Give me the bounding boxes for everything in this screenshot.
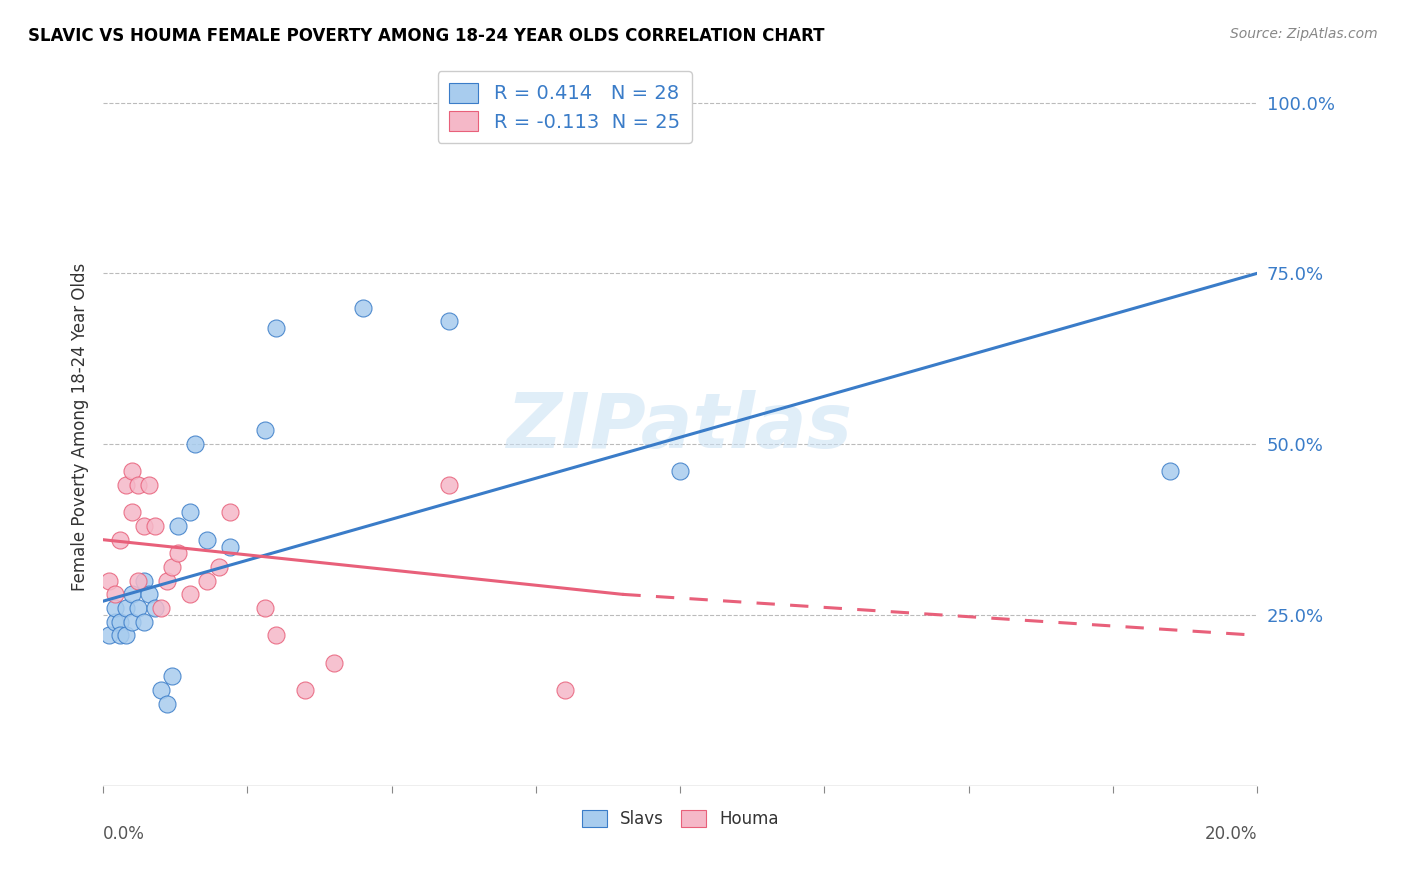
Point xyxy=(121,505,143,519)
Point xyxy=(115,601,138,615)
Point xyxy=(132,519,155,533)
Point xyxy=(143,601,166,615)
Point xyxy=(219,540,242,554)
Point xyxy=(162,669,184,683)
Point xyxy=(554,682,576,697)
Point xyxy=(219,505,242,519)
Point xyxy=(121,587,143,601)
Point xyxy=(110,533,132,547)
Point xyxy=(104,587,127,601)
Point xyxy=(104,601,127,615)
Point xyxy=(97,574,120,588)
Point xyxy=(1159,464,1181,478)
Text: SLAVIC VS HOUMA FEMALE POVERTY AMONG 18-24 YEAR OLDS CORRELATION CHART: SLAVIC VS HOUMA FEMALE POVERTY AMONG 18-… xyxy=(28,27,825,45)
Point xyxy=(162,560,184,574)
Point xyxy=(127,601,149,615)
Point xyxy=(253,424,276,438)
Legend: Slavs, Houma: Slavs, Houma xyxy=(575,803,785,835)
Point xyxy=(195,574,218,588)
Point xyxy=(184,437,207,451)
Point xyxy=(97,628,120,642)
Point xyxy=(121,615,143,629)
Point xyxy=(143,519,166,533)
Point xyxy=(207,560,229,574)
Point xyxy=(179,587,201,601)
Point xyxy=(669,464,692,478)
Y-axis label: Female Poverty Among 18-24 Year Olds: Female Poverty Among 18-24 Year Olds xyxy=(72,263,89,591)
Point xyxy=(155,697,177,711)
Point xyxy=(132,574,155,588)
Point xyxy=(115,628,138,642)
Point xyxy=(253,601,276,615)
Point xyxy=(127,574,149,588)
Point xyxy=(179,505,201,519)
Point xyxy=(132,615,155,629)
Point xyxy=(264,321,287,335)
Point xyxy=(352,301,374,315)
Point xyxy=(110,628,132,642)
Point xyxy=(149,682,172,697)
Point xyxy=(138,478,160,492)
Point xyxy=(110,615,132,629)
Point xyxy=(127,478,149,492)
Text: ZIPatlas: ZIPatlas xyxy=(508,390,853,464)
Point xyxy=(104,615,127,629)
Point xyxy=(115,478,138,492)
Point xyxy=(149,601,172,615)
Point xyxy=(167,546,190,560)
Point xyxy=(167,519,190,533)
Text: Source: ZipAtlas.com: Source: ZipAtlas.com xyxy=(1230,27,1378,41)
Text: 0.0%: 0.0% xyxy=(103,825,145,843)
Point xyxy=(439,478,461,492)
Point xyxy=(121,464,143,478)
Text: 20.0%: 20.0% xyxy=(1205,825,1257,843)
Point xyxy=(322,656,344,670)
Point xyxy=(294,682,316,697)
Point xyxy=(264,628,287,642)
Point xyxy=(138,587,160,601)
Point xyxy=(195,533,218,547)
Point xyxy=(155,574,177,588)
Point xyxy=(439,314,461,328)
